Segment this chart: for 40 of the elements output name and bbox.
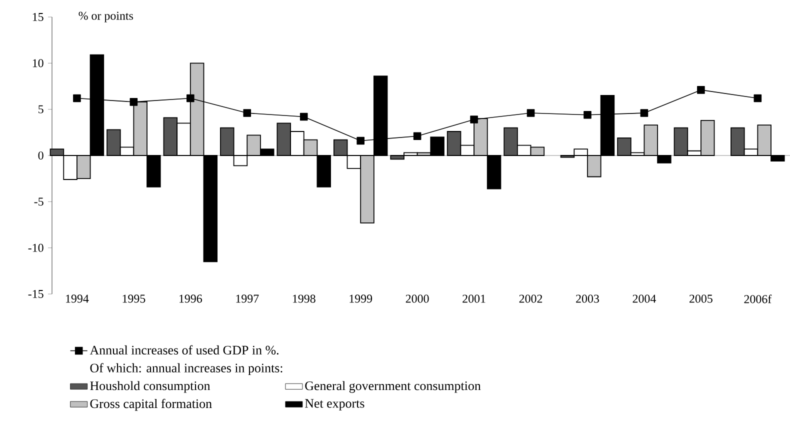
- point: [697, 86, 705, 94]
- y-tick-label: -15: [28, 290, 44, 298]
- x-tick-label: 1996: [180, 294, 202, 303]
- x-tick-label: 1999: [350, 294, 372, 303]
- x-tick-label: 2000: [406, 294, 429, 303]
- point: [186, 94, 194, 102]
- legend-label: General government consumption: [305, 381, 481, 393]
- x-tick-label: 2005: [690, 294, 712, 303]
- y-tick-label: 10: [32, 59, 44, 68]
- point: [584, 110, 592, 119]
- point: [243, 109, 252, 117]
- legend-label: Gross capital formation: [90, 398, 212, 411]
- x-tick-label: 2004: [632, 294, 656, 303]
- x-tick-label: 1994: [66, 294, 89, 303]
- y-tick-label: 0: [38, 151, 44, 160]
- y-tick-label: -5: [34, 198, 44, 206]
- legend-label: Net exports: [305, 399, 364, 410]
- point: [300, 112, 308, 121]
- x-tick-label: 2003: [576, 294, 599, 303]
- y-tick-label: 5: [38, 105, 44, 114]
- x-tick-label: 2002: [519, 294, 542, 303]
- point: [470, 116, 478, 124]
- point: [356, 136, 364, 145]
- point: [73, 94, 81, 102]
- point: [754, 94, 762, 102]
- text: Of which: annual increases in points:: [90, 363, 282, 376]
- x-tick-label: 2006f: [744, 294, 772, 304]
- point: [413, 132, 422, 140]
- point: [526, 109, 535, 117]
- y-axis-title: % or points: [78, 12, 134, 22]
- point: [640, 109, 648, 117]
- legend-label: Houshold consumption: [90, 381, 210, 393]
- y-tick-label: 15: [32, 13, 44, 21]
- y-tick-label: -10: [28, 244, 44, 252]
- x-tick-label: 1998: [292, 294, 316, 303]
- x-tick-label: 1995: [122, 294, 146, 303]
- legend-label: Annual increases of used GDP in %.: [90, 345, 278, 355]
- x-tick-label: 1997: [236, 294, 259, 303]
- x-tick-label: 2001: [462, 294, 486, 303]
- point: [130, 98, 138, 106]
